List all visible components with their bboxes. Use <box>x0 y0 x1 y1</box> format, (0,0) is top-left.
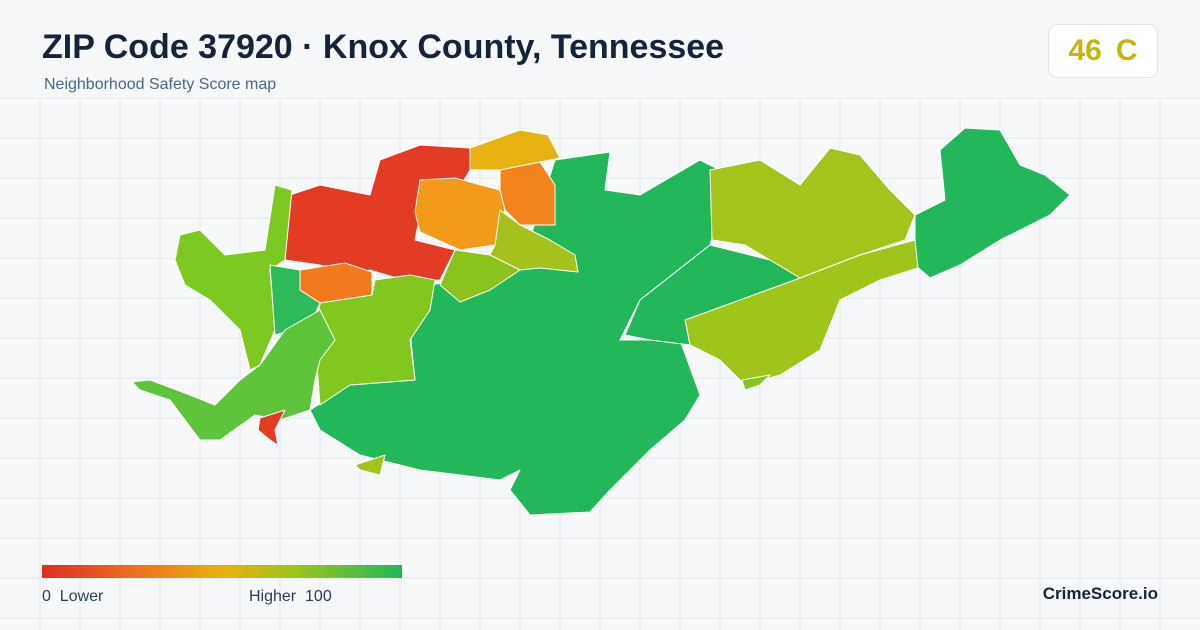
map-region <box>309 151 731 516</box>
map-region <box>709 147 916 279</box>
map-region <box>624 244 801 346</box>
legend-min: 0 Lower <box>42 588 103 606</box>
map-regions <box>131 127 1071 516</box>
map-region <box>439 249 521 303</box>
subtitle: Neighborhood Safety Score map <box>44 76 277 93</box>
legend-max-label: Higher <box>249 588 297 605</box>
map-region <box>354 454 386 476</box>
legend-min-value: 0 <box>42 588 51 605</box>
score-value: 46 <box>1068 34 1102 67</box>
map-region <box>469 129 561 171</box>
score-badge: 46 C <box>1048 24 1158 78</box>
map-region <box>499 161 556 226</box>
legend-max: Higher 100 <box>249 588 332 606</box>
legend-min-label: Lower <box>59 588 104 605</box>
map-region <box>257 409 286 446</box>
legend-max-value: 100 <box>305 588 332 605</box>
brand: CrimeScore.io <box>1042 584 1158 603</box>
legend-gradient <box>42 565 402 578</box>
map-region <box>131 309 336 441</box>
map-region <box>414 177 506 251</box>
score-grade: C <box>1115 34 1138 67</box>
map-region <box>914 127 1071 279</box>
map-region <box>741 374 771 391</box>
title: ZIP Code 37920 · Knox County, Tennessee <box>42 28 725 66</box>
map-region <box>489 209 579 273</box>
map-region <box>314 274 436 406</box>
